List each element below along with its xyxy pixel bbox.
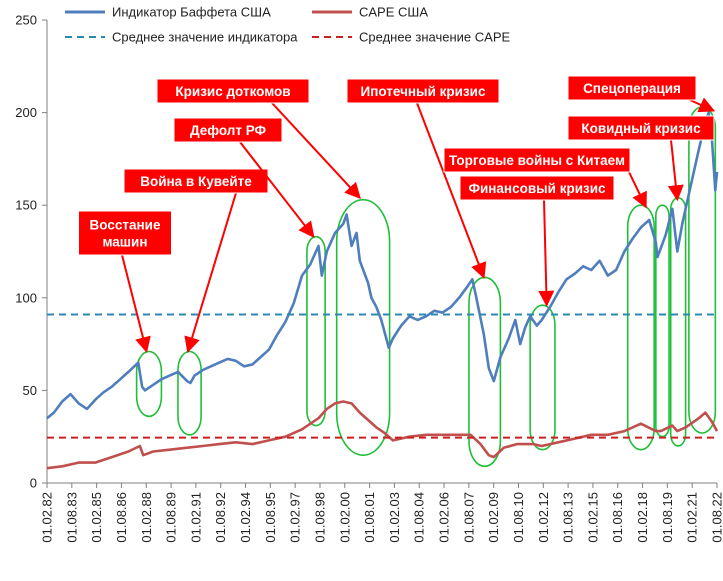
y-tick-label: 250 [15, 13, 37, 28]
x-tick-label: 01.02.09 [486, 492, 501, 543]
x-tick-label: 01.08.13 [561, 492, 576, 543]
annotation-label-line: Война в Кувейте [140, 174, 252, 189]
annotation-arrow [538, 199, 555, 307]
annotation-box [459, 175, 615, 201]
legend-label: Среднее значение индикатора [112, 30, 298, 45]
x-tick-label: 01.08.19 [660, 492, 675, 543]
annotation-label-line: Торговые войны с Китаем [449, 153, 625, 168]
x-tick-label: 01.08.98 [312, 492, 327, 543]
annotation-label: Торговые войны с Китаем [449, 153, 625, 168]
x-tick-label: 01.08.01 [362, 492, 377, 543]
highlight-ellipse [688, 106, 717, 434]
annotation-box [123, 168, 269, 194]
x-tick-label: 01.08.86 [114, 492, 129, 543]
annotation-arrow [239, 141, 315, 238]
annotation-label-line: Спецоперация [583, 81, 681, 96]
x-tick-label: 01.02.18 [635, 492, 650, 543]
annotation-label: Ковидный кризис [581, 121, 701, 136]
series-line [46, 111, 719, 420]
x-tick-label: 01.08.83 [64, 492, 79, 543]
annotation-box [567, 115, 715, 141]
annotation-box [346, 78, 500, 104]
annotation-arrow [667, 139, 684, 202]
annotation-label: Спецоперация [583, 81, 681, 96]
x-tick-label: 01.02.21 [685, 492, 700, 543]
annotation-label: Восстание машин [90, 218, 161, 250]
annotation-arrow [121, 254, 151, 354]
highlight-ellipse [335, 198, 391, 457]
y-tick-label: 150 [15, 198, 37, 213]
highlight-ellipse [177, 350, 202, 436]
x-tick-label: 01.02.12 [536, 492, 551, 543]
legend: Индикатор Баффета США CAPE США Среднее зна… [65, 5, 510, 45]
annotation-label-line: Ипотечный кризис [361, 84, 486, 99]
x-tick-label: 01.08.92 [213, 492, 228, 543]
annotation-label-line: Кризис доткомов [175, 84, 290, 99]
annotation-box [567, 75, 697, 101]
annotation-label: Финансовый кризис [468, 181, 606, 196]
annotation-arrow [271, 102, 361, 199]
legend-label: Индикатор Баффета США [112, 5, 271, 20]
x-tick-label: 01.08.07 [461, 492, 476, 543]
annotation-box [443, 147, 631, 173]
y-tick-label: 100 [15, 290, 37, 305]
series-layer [46, 111, 719, 470]
x-tick-label: 01.02.00 [337, 492, 352, 543]
x-tick-label: 01.02.03 [387, 492, 402, 543]
annotation-arrow [689, 97, 716, 113]
x-tick-label: 01.08.89 [164, 492, 179, 543]
highlight-ellipse [529, 304, 556, 451]
annotations: Восстание машин Война в Кувейте Дефолт РФ Кр… [78, 75, 716, 354]
highlight-ellipse [135, 350, 163, 418]
annotation-label: Ипотечный кризис [361, 84, 486, 99]
annotation-label-line: Дефолт РФ [190, 123, 267, 138]
x-tick-label: 01.02.88 [139, 492, 154, 543]
annotation-label-line: машин [102, 235, 147, 250]
annotation-box [78, 210, 172, 256]
y-tick-label: 50 [23, 383, 37, 398]
annotation-arrow [628, 171, 647, 209]
annotation-label-line: Восстание [90, 218, 161, 233]
legend-label: CAPE США [359, 5, 428, 20]
annotation-box [173, 117, 283, 143]
legend-label: Среднее значение CAPE [359, 30, 510, 45]
annotation-label: Дефолт РФ [190, 123, 267, 138]
x-tick-label: 01.08.22 [710, 492, 723, 543]
y-tick-label: 0 [30, 476, 37, 491]
x-tick-label: 01.08.16 [610, 492, 625, 543]
annotation-label-line: Финансовый кризис [468, 181, 606, 196]
annotation-box [156, 78, 310, 104]
x-tick-label: 01.08.95 [263, 492, 278, 543]
x-tick-label: 01.02.85 [89, 492, 104, 543]
x-tick-label: 01.02.94 [238, 492, 253, 543]
highlight-ellipse [306, 235, 326, 427]
annotation-arrow [416, 102, 487, 279]
annotation-arrow [184, 192, 237, 354]
x-tick-label: 01.02.15 [585, 492, 600, 543]
annotation-label-line: Ковидный кризис [581, 121, 701, 136]
x-tick-label: 01.02.97 [288, 492, 303, 543]
x-tick-label: 01.08.04 [412, 492, 427, 543]
y-tick-label: 200 [15, 105, 37, 120]
x-tick-label: 01.02.82 [40, 492, 55, 543]
x-tick-label: 01.08.10 [511, 492, 526, 543]
highlight-ellipse [669, 196, 687, 447]
x-tick-label: 01.02.06 [437, 492, 452, 543]
x-tick-label: 01.02.91 [188, 492, 203, 543]
annotation-label: Кризис доткомов [175, 84, 290, 99]
axes: 0 50 100 150 200 250 01.02.82 01.08.83 01.02.85 0… [15, 13, 723, 543]
series-line [46, 400, 719, 470]
annotation-label: Война в Кувейте [140, 174, 252, 189]
